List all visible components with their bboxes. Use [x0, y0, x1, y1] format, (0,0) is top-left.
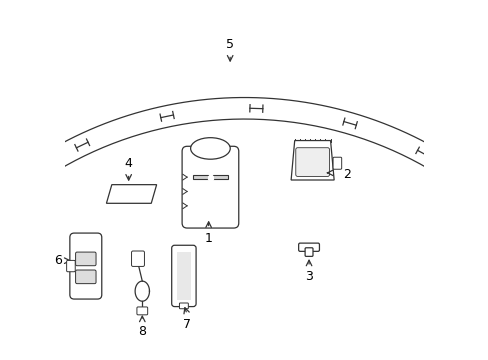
FancyBboxPatch shape	[131, 251, 144, 266]
FancyBboxPatch shape	[332, 157, 341, 169]
Text: 2: 2	[343, 168, 350, 181]
Polygon shape	[207, 176, 212, 179]
FancyBboxPatch shape	[295, 148, 329, 176]
FancyBboxPatch shape	[137, 307, 147, 315]
Polygon shape	[193, 175, 207, 179]
Text: 1: 1	[204, 232, 212, 245]
FancyBboxPatch shape	[298, 243, 319, 251]
Text: 3: 3	[305, 270, 312, 283]
Polygon shape	[212, 175, 227, 179]
FancyBboxPatch shape	[171, 245, 196, 307]
FancyBboxPatch shape	[15, 170, 28, 190]
Polygon shape	[106, 185, 156, 203]
Text: 7: 7	[183, 318, 191, 331]
FancyBboxPatch shape	[76, 270, 96, 284]
FancyBboxPatch shape	[66, 260, 75, 272]
FancyBboxPatch shape	[176, 252, 191, 300]
Polygon shape	[290, 140, 333, 180]
Text: 5: 5	[225, 38, 234, 51]
Text: 4: 4	[124, 157, 132, 170]
Text: 8: 8	[138, 324, 146, 338]
FancyBboxPatch shape	[70, 233, 102, 299]
FancyBboxPatch shape	[76, 252, 96, 266]
FancyBboxPatch shape	[182, 146, 238, 228]
Text: 6: 6	[54, 254, 61, 267]
Ellipse shape	[190, 138, 230, 159]
FancyBboxPatch shape	[305, 248, 312, 256]
FancyBboxPatch shape	[179, 303, 188, 309]
